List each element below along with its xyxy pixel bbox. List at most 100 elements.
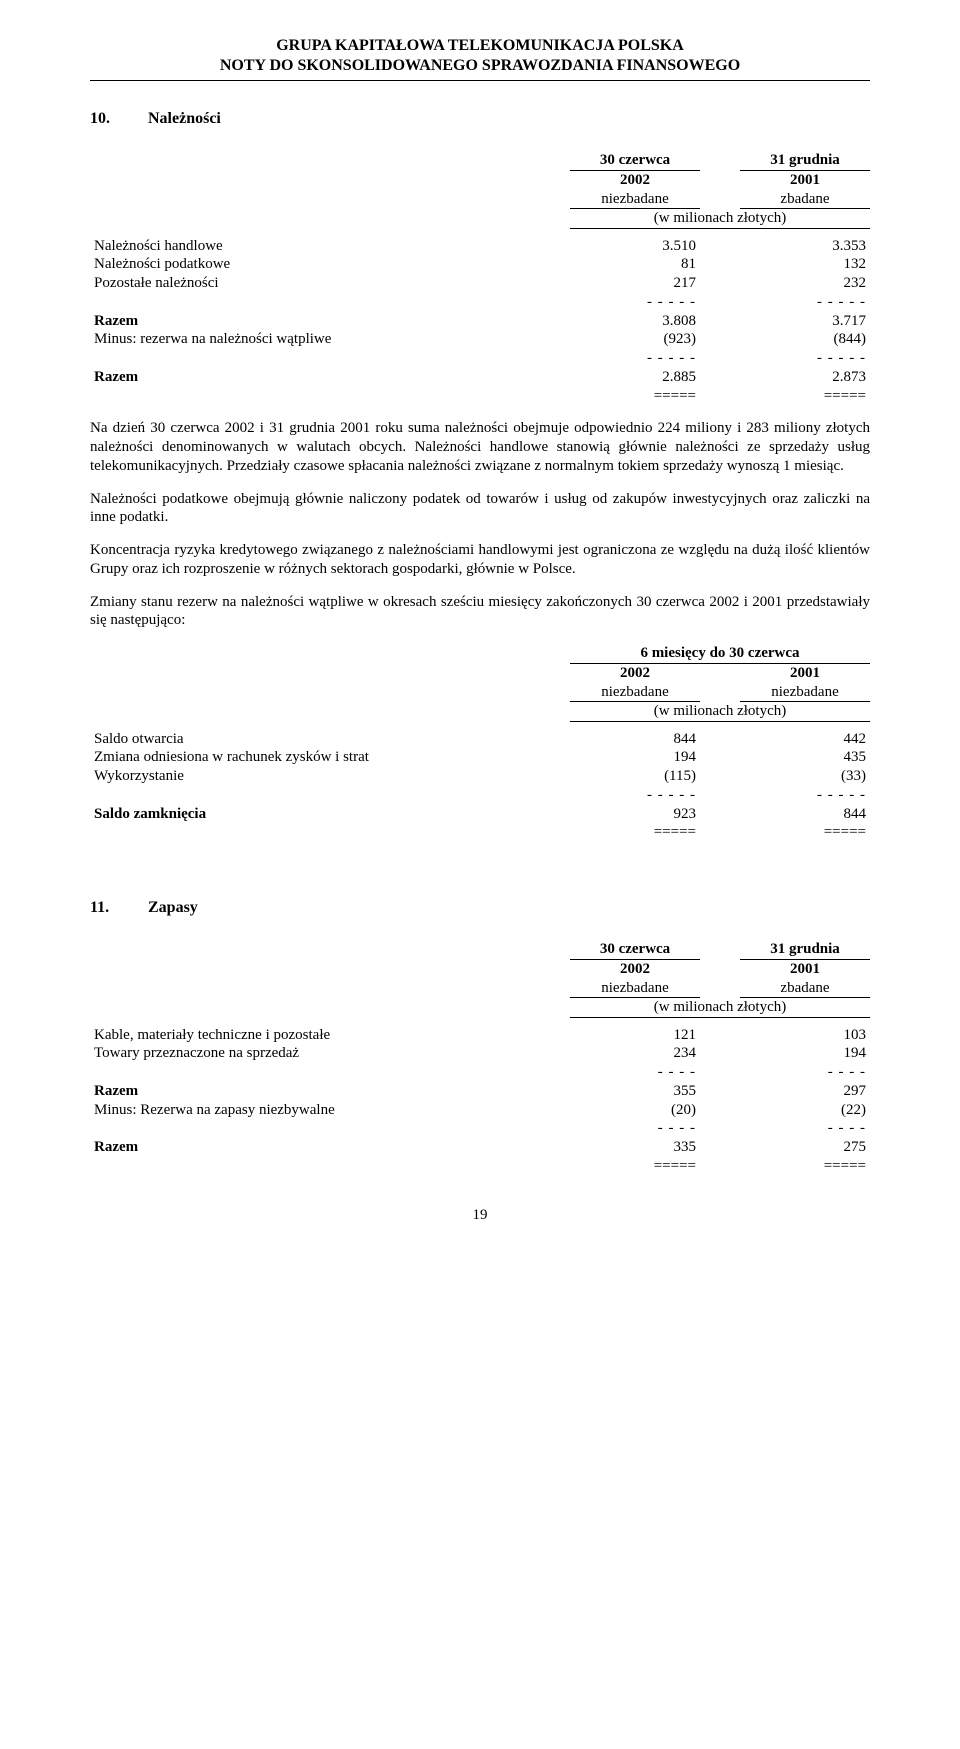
page: GRUPA KAPITAŁOWA TELEKOMUNIKACJA POLSKA … [0, 0, 960, 1264]
t2-r0-label: Saldo otwarcia [90, 730, 570, 749]
table-row: Saldo otwarcia 844 442 [90, 730, 870, 749]
t2-dash-a: - - - - - [570, 786, 700, 805]
t1-dash-1b: - - - - - [740, 293, 870, 312]
t1-head-year2: 2001 [740, 170, 870, 189]
t3-minus-label: Minus: Rezerwa na zapasy niezbywalne [90, 1101, 570, 1120]
table-row: Razem 335 275 [90, 1138, 870, 1157]
t3-razem2-v1: 335 [570, 1138, 700, 1157]
t2-eq-a: ===== [570, 823, 700, 842]
t2-r0-v2: 442 [740, 730, 870, 749]
t1-razem1-label: Razem [90, 312, 570, 331]
t1-r2-v1: 217 [570, 274, 700, 293]
t1-r1-v1: 81 [570, 255, 700, 274]
t2-r1-v2: 435 [740, 748, 870, 767]
section-10-title: 10. Należności [90, 109, 870, 129]
t1-razem1-v2: 3.717 [740, 312, 870, 331]
t1-r0-v1: 3.510 [570, 237, 700, 256]
t3-head-date2: 31 grudnia [740, 940, 870, 959]
t2-saldo-v2: 844 [740, 805, 870, 824]
t1-r2-v2: 232 [740, 274, 870, 293]
t3-head-year2: 2001 [740, 959, 870, 978]
t3-minus-v2: (22) [740, 1101, 870, 1120]
section-10-name: Należności [148, 110, 221, 127]
paragraph-1: Na dzień 30 czerwca 2002 i 31 grudnia 20… [90, 419, 870, 475]
table-row: Razem 355 297 [90, 1082, 870, 1101]
table-row: Razem 2.885 2.873 [90, 368, 870, 387]
header-line-2: NOTY DO SKONSOLIDOWANEGO SPRAWOZDANIA FI… [90, 56, 870, 76]
t3-razem1-label: Razem [90, 1082, 570, 1101]
t3-r1-label: Towary przeznaczone na sprzedaż [90, 1044, 570, 1063]
table-naleznosci: 30 czerwca 31 grudnia 2002 2001 niezbada… [90, 151, 870, 405]
t3-razem1-v2: 297 [740, 1082, 870, 1101]
t3-head-unit: (w milionach złotych) [570, 998, 870, 1018]
table-row: Minus: rezerwa na należności wątpliwe (9… [90, 330, 870, 349]
t1-head-status2: zbadane [740, 190, 870, 209]
table-row: Należności podatkowe 81 132 [90, 255, 870, 274]
t3-head-status1: niezbadane [570, 979, 700, 998]
t2-head-status1: niezbadane [570, 683, 700, 702]
section-11-title: 11. Zapasy [90, 898, 870, 918]
t1-minus-v2: (844) [740, 330, 870, 349]
t2-head-status2: niezbadane [740, 683, 870, 702]
t2-saldo-v1: 923 [570, 805, 700, 824]
header-rule [90, 80, 870, 81]
t1-dash-1a: - - - - - [570, 293, 700, 312]
t2-r1-label: Zmiana odniesiona w rachunek zysków i st… [90, 748, 570, 767]
table-zapasy: 30 czerwca 31 grudnia 2002 2001 niezbada… [90, 940, 870, 1176]
table-rezerwy: 6 miesięcy do 30 czerwca 2002 2001 niezb… [90, 644, 870, 842]
t2-head-year1: 2002 [570, 663, 700, 682]
t2-r0-v1: 844 [570, 730, 700, 749]
t2-r2-v1: (115) [570, 767, 700, 786]
t2-r1-v1: 194 [570, 748, 700, 767]
t3-dash-1a: - - - - [570, 1063, 700, 1082]
t1-dash-2b: - - - - - [740, 349, 870, 368]
t2-eq-b: ===== [740, 823, 870, 842]
t1-r2-label: Pozostałe należności [90, 274, 570, 293]
t3-r0-v1: 121 [570, 1026, 700, 1045]
t1-razem2-v1: 2.885 [570, 368, 700, 387]
t3-dash-1b: - - - - [740, 1063, 870, 1082]
t1-head-unit: (w milionach złotych) [570, 209, 870, 229]
paragraph-2: Należności podatkowe obejmują głównie na… [90, 490, 870, 528]
t1-head-year1: 2002 [570, 170, 700, 189]
t2-head-year2: 2001 [740, 663, 870, 682]
table-row: Kable, materiały techniczne i pozostałe … [90, 1026, 870, 1045]
document-header: GRUPA KAPITAŁOWA TELEKOMUNIKACJA POLSKA … [90, 36, 870, 76]
t3-razem1-v1: 355 [570, 1082, 700, 1101]
section-11-name: Zapasy [148, 899, 198, 916]
t1-minus-label: Minus: rezerwa na należności wątpliwe [90, 330, 570, 349]
header-line-1: GRUPA KAPITAŁOWA TELEKOMUNIKACJA POLSKA [90, 36, 870, 56]
t2-head-unit: (w milionach złotych) [570, 702, 870, 722]
t1-eq-a: ===== [570, 387, 700, 406]
t1-razem2-v2: 2.873 [740, 368, 870, 387]
t3-r1-v1: 234 [570, 1044, 700, 1063]
table-row: Towary przeznaczone na sprzedaż 234 194 [90, 1044, 870, 1063]
t2-r2-v2: (33) [740, 767, 870, 786]
table-row: Należności handlowe 3.510 3.353 [90, 237, 870, 256]
t3-eq-b: ===== [740, 1157, 870, 1176]
t3-razem2-label: Razem [90, 1138, 570, 1157]
t3-r0-label: Kable, materiały techniczne i pozostałe [90, 1026, 570, 1045]
t1-eq-b: ===== [740, 387, 870, 406]
t3-dash-2a: - - - - [570, 1119, 700, 1138]
t1-dash-2a: - - - - - [570, 349, 700, 368]
t3-head-year1: 2002 [570, 959, 700, 978]
t1-razem2-label: Razem [90, 368, 570, 387]
t2-dash-b: - - - - - [740, 786, 870, 805]
table-row: Pozostałe należności 217 232 [90, 274, 870, 293]
t3-head-status2: zbadane [740, 979, 870, 998]
table-row: Wykorzystanie (115) (33) [90, 767, 870, 786]
table-row: Minus: Rezerwa na zapasy niezbywalne (20… [90, 1101, 870, 1120]
t3-head-date1: 30 czerwca [570, 940, 700, 959]
t3-eq-a: ===== [570, 1157, 700, 1176]
t1-r1-label: Należności podatkowe [90, 255, 570, 274]
t1-head-date1: 30 czerwca [570, 151, 700, 170]
t1-r1-v2: 132 [740, 255, 870, 274]
table-row: Zmiana odniesiona w rachunek zysków i st… [90, 748, 870, 767]
section-10-num: 10. [90, 109, 144, 129]
t1-razem1-v1: 3.808 [570, 312, 700, 331]
t3-minus-v1: (20) [570, 1101, 700, 1120]
page-number: 19 [90, 1206, 870, 1225]
paragraph-3: Koncentracja ryzyka kredytowego związane… [90, 541, 870, 579]
table-row: Razem 3.808 3.717 [90, 312, 870, 331]
